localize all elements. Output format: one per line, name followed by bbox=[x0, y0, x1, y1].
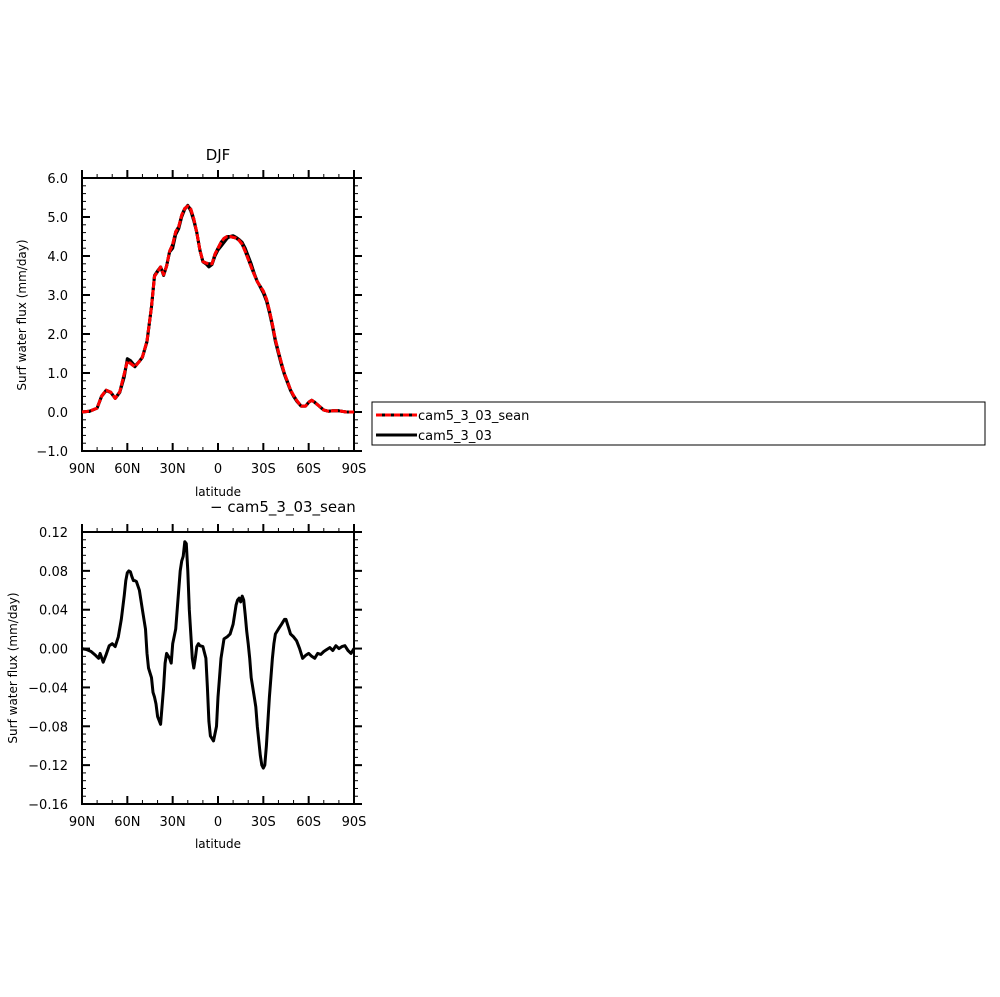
top-y-axis: −1.0 0.0 1.0 2.0 3.0 4.0 5.0 6.0 bbox=[36, 172, 362, 460]
bottom-x-tick-label: 90S bbox=[342, 815, 367, 830]
legend-box bbox=[371, 401, 986, 446]
bottom-x-tick-label: 30S bbox=[251, 815, 276, 830]
bottom-y-axis-label: Surf water flux (mm/day) bbox=[6, 592, 20, 743]
bottom-x-tick-label: 30N bbox=[160, 815, 186, 830]
top-y-tick-label: 1.0 bbox=[47, 367, 68, 382]
top-x-axis: 90N 60N 30N 0 30S 60S 90S bbox=[69, 170, 367, 477]
bottom-y-tick-label: −0.16 bbox=[28, 798, 68, 813]
top-y-tick-label: −1.0 bbox=[36, 445, 68, 460]
top-x-tick-label: 60N bbox=[114, 462, 140, 477]
legend-label-cam5-3-03: cam5_3_03 bbox=[418, 429, 492, 444]
bottom-y-tick-label: −0.04 bbox=[28, 681, 68, 696]
bottom-y-tick-label: 0.12 bbox=[39, 526, 68, 541]
top-y-tick-label: 6.0 bbox=[47, 172, 68, 187]
top-x-tick-label: 30N bbox=[160, 462, 186, 477]
bottom-y-tick-label: −0.12 bbox=[28, 759, 68, 774]
top-panel: DJF −1.0 0.0 1.0 2.0 3.0 4.0 5.0 6.0 90N 60N 30N 0… bbox=[15, 146, 366, 499]
bottom-plot-frame bbox=[81, 531, 355, 805]
bottom-series-group bbox=[81, 540, 356, 770]
top-y-tick-label: 5.0 bbox=[47, 211, 68, 226]
bottom-y-tick-label: 0.08 bbox=[39, 565, 68, 580]
top-plot-frame bbox=[81, 177, 355, 452]
top-y-axis-label: Surf water flux (mm/day) bbox=[15, 239, 29, 390]
bottom-chart-title: − cam5_3_03_sean bbox=[210, 498, 356, 517]
bottom-y-tick-label: 0.00 bbox=[39, 643, 68, 658]
bottom-panel: − cam5_3_03_sean −0.16 −0.12 −0.08 −0.04 0.0… bbox=[6, 498, 366, 851]
bottom-x-tick-label: 60N bbox=[114, 815, 140, 830]
top-x-tick-label: 90S bbox=[342, 462, 367, 477]
top-y-tick-label: 2.0 bbox=[47, 328, 68, 343]
top-series-cam5-3-03-sean bbox=[81, 204, 354, 414]
top-x-tick-label: 60S bbox=[296, 462, 321, 477]
bottom-series-cam5-3-03-sean bbox=[81, 540, 356, 770]
bottom-x-tick-label: 90N bbox=[69, 815, 95, 830]
bottom-x-tick-label: 60S bbox=[296, 815, 321, 830]
top-x-tick-label: 90N bbox=[69, 462, 95, 477]
bottom-x-axis: 90N 60N 30N 0 30S 60S 90S bbox=[69, 524, 367, 830]
bottom-x-axis-label: latitude bbox=[195, 837, 241, 851]
top-chart-title: DJF bbox=[206, 146, 231, 164]
top-x-tick-label: 0 bbox=[214, 462, 222, 477]
top-x-tick-label: 30S bbox=[251, 462, 276, 477]
legend: cam5_3_03_sean cam5_3_03 bbox=[371, 401, 986, 446]
top-series-group bbox=[81, 203, 354, 414]
top-y-tick-label: 3.0 bbox=[47, 289, 68, 304]
top-x-axis-label: latitude bbox=[195, 485, 241, 499]
top-y-tick-label: 0.0 bbox=[47, 406, 68, 421]
bottom-y-axis: −0.16 −0.12 −0.08 −0.04 0.00 0.04 0.08 0.12 bbox=[28, 526, 362, 813]
bottom-y-tick-label: −0.08 bbox=[28, 720, 68, 735]
bottom-x-tick-label: 0 bbox=[214, 815, 222, 830]
top-y-tick-label: 4.0 bbox=[47, 250, 68, 265]
legend-label-cam5-3-03-sean: cam5_3_03_sean bbox=[418, 409, 529, 424]
bottom-y-tick-label: 0.04 bbox=[39, 604, 68, 619]
